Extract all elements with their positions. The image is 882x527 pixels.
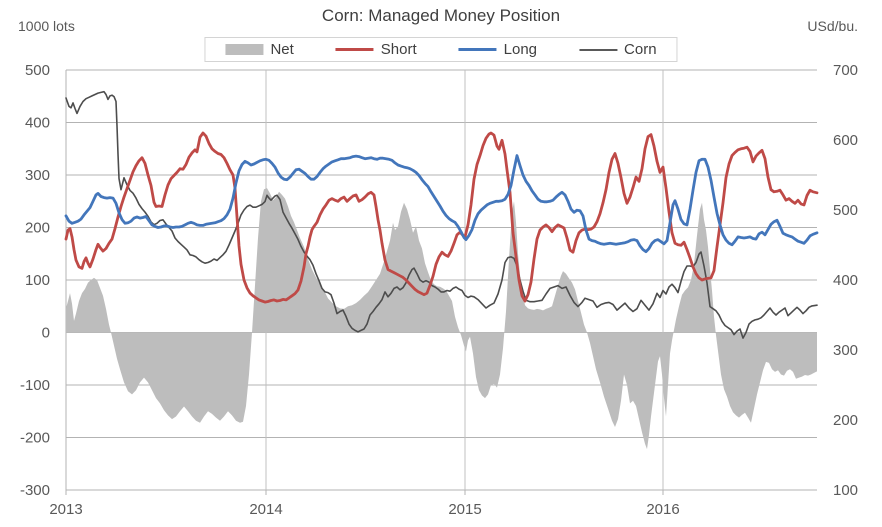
x-axis-tick-label: 2016 [646, 501, 679, 518]
right-axis-tick-label: 600 [833, 132, 858, 149]
legend-item-long: Long [458, 41, 538, 58]
left-axis-tick-label: -200 [20, 430, 50, 447]
legend-label-net: Net [270, 41, 294, 58]
legend: Net Short Long Corn [204, 37, 678, 62]
legend-item-corn: Corn [579, 41, 657, 58]
net-area-series [66, 188, 817, 450]
short-line-swatch-icon [335, 48, 374, 51]
legend-label-short: Short [380, 41, 417, 58]
left-axis-tick-label: 300 [25, 167, 50, 184]
right-axis-unit-label: USd/bu. [807, 18, 858, 34]
left-axis-tick-label: 100 [25, 272, 50, 289]
short-line-series [64, 131, 819, 304]
long-line-series [64, 154, 819, 254]
left-axis-tick-label: -100 [20, 377, 50, 394]
chart-title: Corn: Managed Money Position [321, 6, 561, 25]
legend-label-long: Long [503, 41, 538, 58]
corn-line-swatch-icon [579, 48, 618, 51]
left-axis-tick-label: -300 [20, 482, 50, 499]
x-axis-tick-label: 2015 [448, 501, 481, 518]
left-axis-tick-label: 500 [25, 62, 50, 79]
long-line-swatch-icon [458, 48, 497, 51]
right-axis-tick-label: 100 [833, 482, 858, 499]
right-axis-tick-label: 400 [833, 272, 858, 289]
right-axis-tick-label: 300 [833, 342, 858, 359]
right-axis-tick-label: 700 [833, 62, 858, 79]
left-axis-tick-label: 200 [25, 220, 50, 237]
legend-item-net: Net [225, 41, 294, 58]
left-axis-tick-label: 400 [25, 115, 50, 132]
legend-item-short: Short [335, 41, 417, 58]
right-axis-tick-label: 500 [833, 202, 858, 219]
right-axis-tick-label: 200 [833, 412, 858, 429]
left-axis-unit-label: 1000 lots [18, 18, 75, 34]
x-axis-tick-label: 2014 [249, 501, 282, 518]
legend-label-corn: Corn [624, 41, 657, 58]
left-axis-tick-label: 0 [42, 325, 50, 342]
x-axis-tick-label: 2013 [49, 501, 82, 518]
net-area-swatch-icon [225, 44, 264, 55]
